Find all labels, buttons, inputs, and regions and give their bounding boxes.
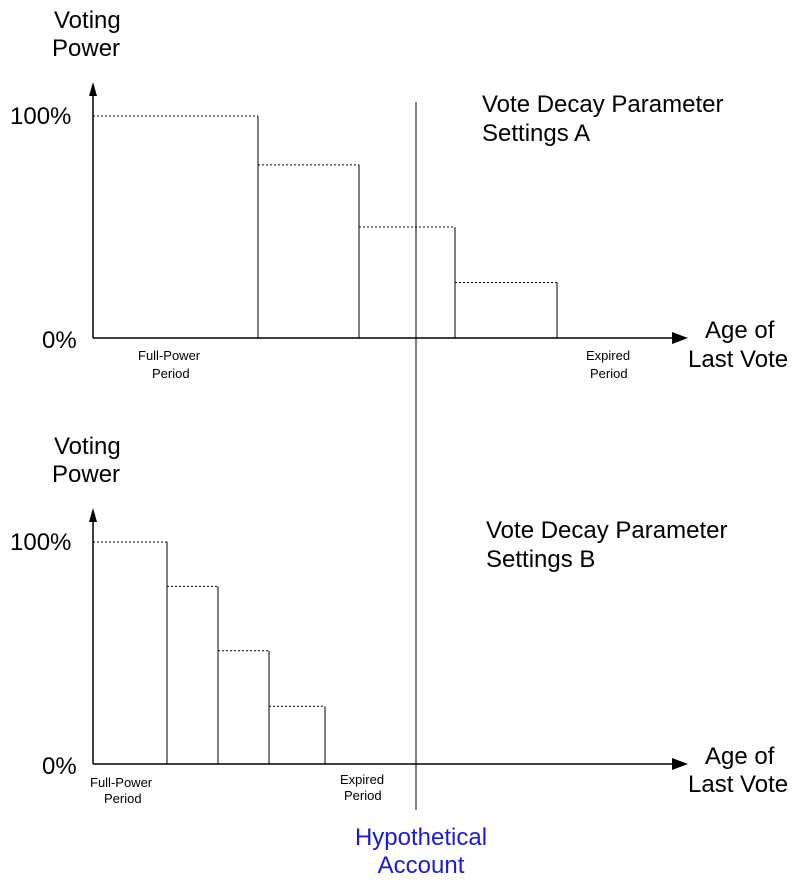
chart-b-end-label-line-2: Period [344, 788, 382, 803]
chart-a-ylabel-line-1: Voting [54, 7, 121, 34]
chart-b-x-axis-arrow [672, 758, 688, 770]
chart-b-start-label-line-2: Period [104, 791, 142, 806]
chart-a-end-label-line-1: Expired [586, 348, 630, 363]
chart-b-start-label-line-1: Full-Power [90, 775, 153, 790]
chart-a-steps [93, 115, 558, 338]
hypothetical-account-label-line-2: Account [378, 852, 465, 879]
chart-b-y-axis-arrow [89, 508, 97, 522]
chart-a-end-label-line-2: Period [590, 366, 628, 381]
chart-a-xlabel-line-2: Last Vote [688, 346, 788, 373]
chart-b-title-line-2: Settings B [486, 546, 595, 573]
chart-a-xlabel-line-1: Age of [705, 317, 775, 344]
chart-b-ytick-0: 0% [42, 753, 77, 780]
chart-b-axes [89, 508, 688, 770]
chart-b-title-line-1: Vote Decay Parameter [486, 517, 727, 544]
chart-b-end-label-line-1: Expired [340, 772, 384, 787]
chart-a: Voting Power 100% 0% Vote Decay Paramete… [10, 7, 788, 381]
chart-b-ylabel-line-1: Voting [54, 433, 121, 460]
chart-a-ytick-0: 0% [42, 327, 77, 354]
chart-a-title-line-2: Settings A [482, 120, 590, 147]
chart-b-ytick-100: 100% [10, 529, 71, 556]
chart-b-ylabel-line-2: Power [52, 461, 120, 488]
chart-b-xlabel-line-2: Last Vote [688, 771, 788, 798]
chart-a-ylabel-line-2: Power [52, 35, 120, 62]
chart-b: Voting Power 100% 0% Vote Decay Paramete… [10, 433, 788, 806]
chart-a-title-line-1: Vote Decay Parameter [482, 91, 723, 118]
chart-b-steps [93, 541, 326, 764]
chart-a-x-axis-arrow [672, 332, 688, 344]
chart-a-ytick-100: 100% [10, 103, 71, 130]
chart-a-start-label-line-1: Full-Power [138, 348, 201, 363]
chart-b-xlabel-line-1: Age of [705, 743, 775, 770]
chart-a-axes [89, 82, 688, 344]
hypothetical-account-label-line-1: Hypothetical [355, 824, 487, 851]
chart-a-y-axis-arrow [89, 82, 97, 96]
chart-a-start-label-line-2: Period [152, 366, 190, 381]
